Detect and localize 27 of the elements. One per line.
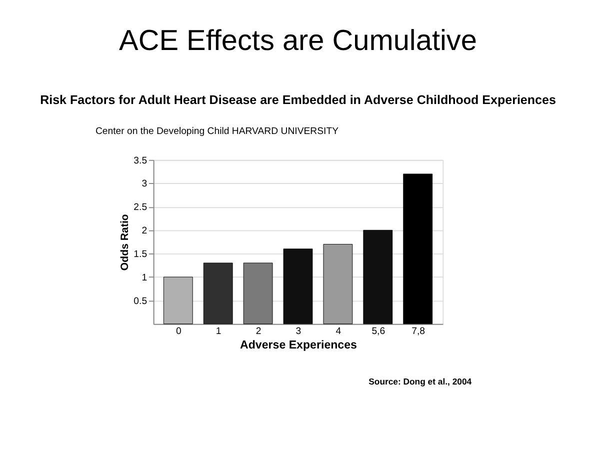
source-note: Source: Dong et al., 2004 bbox=[368, 376, 472, 387]
bar bbox=[403, 174, 433, 324]
x-tick-label: 0 bbox=[176, 326, 182, 337]
y-tick-label: 3 bbox=[142, 178, 148, 190]
text: Center on the Developing Child HARVARD UNIVERSITY bbox=[95, 126, 340, 137]
x-tick-label: 4 bbox=[336, 326, 342, 337]
y-tick-label: 3.5 bbox=[134, 155, 148, 166]
y-tick-label: 2.5 bbox=[134, 202, 148, 214]
bar bbox=[363, 230, 393, 324]
x-axis-title: Adverse Experiences bbox=[240, 339, 357, 352]
x-tick-label: 5,6 bbox=[372, 326, 386, 337]
x-tick-label: 2 bbox=[256, 326, 262, 337]
y-tick-label: 2 bbox=[142, 226, 148, 237]
y-axis-title: Odds Ratio bbox=[118, 214, 131, 271]
bar bbox=[323, 244, 353, 324]
bar bbox=[203, 262, 233, 324]
bar bbox=[163, 276, 193, 324]
bar bbox=[283, 248, 313, 324]
bar bbox=[243, 262, 273, 324]
x-tick-label: 7,8 bbox=[412, 326, 426, 337]
chart-subtitle: Risk Factors for Adult Heart Disease are Embedded in Adverse Childhood Experiences bbox=[40, 92, 556, 107]
y-tick-label: 1.5 bbox=[134, 248, 148, 260]
x-tick-label: 3 bbox=[296, 326, 302, 337]
y-tick-label: 0.5 bbox=[134, 296, 148, 307]
chart-title: ACE Effects are Cumulative bbox=[119, 24, 477, 57]
x-tick-label: 1 bbox=[216, 326, 222, 337]
y-tick-label: 1 bbox=[142, 272, 148, 284]
